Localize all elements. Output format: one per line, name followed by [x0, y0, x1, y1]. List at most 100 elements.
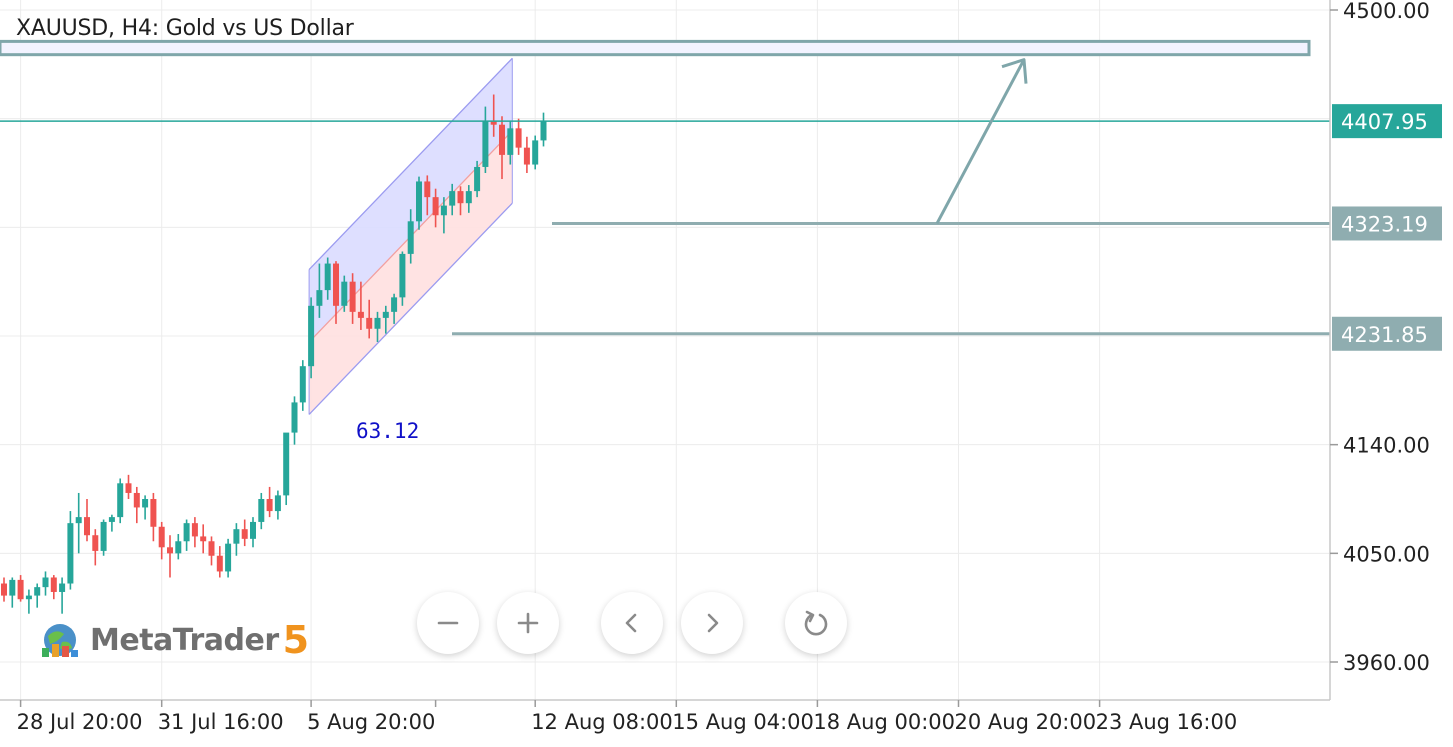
candle-body	[499, 124, 505, 155]
candle-body	[449, 191, 456, 206]
candle-body	[100, 521, 107, 551]
candle-body	[175, 541, 182, 554]
candle-body	[50, 577, 57, 592]
candle-body	[9, 579, 16, 596]
candle-body	[25, 595, 32, 600]
level-price-label: 4231.85	[1341, 323, 1428, 347]
logo-wordmark: MetaTrader	[90, 622, 279, 658]
candle-body	[183, 523, 190, 542]
candle-body	[440, 205, 447, 216]
chart-grid	[0, 0, 1330, 700]
candle-body	[258, 499, 265, 522]
channel-upper-line	[308, 57, 513, 271]
candle-body	[308, 305, 315, 367]
candle-body	[167, 547, 173, 554]
candle-body	[523, 147, 530, 165]
chevron-left-icon	[625, 613, 637, 633]
candle-body	[382, 311, 389, 318]
candle-body	[532, 140, 539, 165]
x-tick-label: 15 Aug 04:00	[672, 710, 814, 734]
x-tick-label: 12 Aug 08:00	[531, 710, 673, 734]
scroll-left-button[interactable]	[601, 592, 663, 654]
candle-body	[142, 499, 149, 508]
candle-body	[125, 483, 132, 493]
candle-body	[92, 535, 99, 551]
candle-body	[133, 492, 140, 508]
candle-body	[515, 128, 522, 148]
candle-body	[241, 529, 248, 539]
zoom-in-button[interactable]	[497, 592, 559, 654]
channel-lower-line	[308, 202, 513, 415]
reset-button[interactable]	[785, 592, 847, 654]
candle-body	[424, 181, 431, 198]
candle-body	[324, 263, 331, 291]
candle-body	[333, 263, 339, 306]
y-tick-label: 3960.00	[1343, 651, 1430, 675]
candle-body	[1, 583, 7, 596]
candle-body	[266, 499, 273, 512]
candle-body	[507, 128, 514, 155]
candle-body	[540, 121, 547, 141]
candle-body	[233, 529, 240, 544]
minus-icon	[437, 621, 459, 625]
rotate-icon	[804, 610, 828, 636]
candle-body	[75, 517, 82, 524]
price-time-axes: 3960.00 4050.00 4140.00 4500.00 4407.95 4323.…	[0, 0, 1442, 734]
channel-upper-band	[309, 58, 513, 343]
candle-body	[158, 526, 165, 548]
candle-body	[274, 495, 281, 512]
candle-body	[200, 536, 207, 542]
x-tick-label: 18 Aug 00:00	[813, 710, 955, 734]
horizontal-levels	[0, 120, 1330, 336]
price-label-box	[1332, 104, 1442, 139]
candle-body	[208, 541, 215, 556]
y-tick-label: 4050.00	[1343, 542, 1430, 566]
candle-body	[357, 311, 364, 318]
candle-body	[17, 579, 24, 600]
logo-version: 5	[282, 618, 309, 662]
chevron-right-icon	[707, 613, 719, 633]
x-tick-label: 28 Jul 20:00	[17, 710, 143, 734]
level-price-label: 4323.19	[1341, 212, 1428, 236]
plus-icon	[517, 612, 539, 634]
candle-body	[42, 577, 49, 588]
candle-body	[316, 290, 323, 306]
candle-body	[67, 523, 74, 584]
candle-body	[225, 543, 232, 572]
metatrader-globe-icon	[42, 624, 78, 657]
candle-body	[482, 121, 489, 167]
candlestick-series	[1, 94, 547, 614]
candle-body	[117, 483, 124, 518]
current-price-label: 4407.95	[1341, 110, 1428, 134]
candle-body	[366, 317, 373, 329]
candle-body	[490, 121, 497, 125]
x-tick-label: 31 Jul 16:00	[158, 710, 284, 734]
candle-body	[299, 366, 306, 403]
candle-body	[465, 191, 472, 204]
scroll-right-button[interactable]	[681, 592, 743, 654]
y-tick-label: 4140.00	[1343, 434, 1430, 458]
candle-body	[374, 317, 381, 329]
chart-title: XAUUSD, H4: Gold vs US Dollar	[16, 16, 354, 41]
candle-body	[407, 221, 414, 254]
candle-body	[59, 583, 66, 592]
candle-body	[34, 587, 41, 596]
projection-arrow-head	[1001, 58, 1028, 84]
candle-body	[474, 166, 481, 192]
candle-body	[341, 281, 348, 306]
chart-drawings: 63.12	[0, 39, 1311, 443]
zoom-out-button[interactable]	[417, 592, 479, 654]
candle-body	[416, 181, 422, 222]
candle-body	[283, 432, 290, 496]
candle-body	[250, 521, 256, 539]
candle-body	[108, 517, 115, 522]
price-label-box	[1332, 316, 1442, 351]
candle-body	[457, 191, 464, 204]
candle-body	[291, 402, 298, 433]
candle-body	[399, 253, 406, 298]
x-tick-label: 5 Aug 20:00	[307, 710, 435, 734]
target-zone-rect	[0, 39, 1311, 57]
candle-body	[150, 499, 157, 527]
y-tick-label: 4500.00	[1343, 0, 1430, 23]
